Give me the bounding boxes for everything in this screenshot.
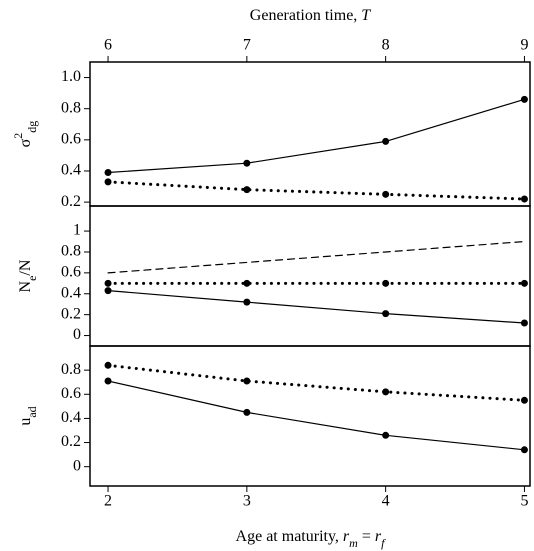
label-part: e: [25, 276, 39, 281]
bottom-tick-label: 4: [382, 493, 390, 510]
label-part: 2: [11, 133, 25, 139]
point: [520, 446, 528, 454]
y-tick-label: 1: [73, 222, 81, 239]
y-tick-label: 0.4: [61, 162, 81, 179]
top-tick-label: 8: [382, 37, 390, 54]
point: [104, 287, 112, 295]
label-part: σ: [17, 138, 34, 147]
label-part: =: [358, 528, 375, 545]
label-part: r: [343, 528, 350, 545]
bottom-tick-label: 5: [520, 493, 528, 510]
label-part: dg: [25, 121, 39, 133]
point: [382, 137, 390, 145]
y-tick-label: 0.8: [61, 243, 81, 260]
series-line: [107, 240, 526, 274]
point: [382, 190, 390, 198]
y-tick-label: 0.6: [61, 385, 81, 402]
point: [104, 169, 112, 177]
y-tick-label: 0: [73, 457, 81, 474]
point: [104, 178, 112, 186]
y-axis-title: uad: [17, 406, 39, 425]
y-tick-label: 0.6: [61, 131, 81, 148]
point: [382, 279, 390, 287]
bottom-tick-label: 3: [243, 493, 251, 510]
y-tick-label: 0.2: [61, 193, 81, 210]
point: [382, 431, 390, 439]
point: [243, 298, 251, 306]
point: [382, 310, 390, 318]
label-part: Generation time,: [250, 7, 362, 24]
point: [104, 377, 112, 385]
panel-frame: [89, 61, 531, 207]
y-tick-label: 0.4: [61, 409, 81, 426]
point: [243, 377, 251, 385]
point: [243, 186, 251, 194]
panel-frame: [89, 345, 531, 487]
y-tick-label: 0.2: [61, 305, 81, 322]
y-tick-label: 0: [73, 326, 81, 343]
y-tick-label: 0.8: [61, 361, 81, 378]
series-line: [106, 363, 526, 402]
point: [104, 279, 112, 287]
y-axis-title: σ2dg: [11, 121, 39, 148]
top-axis-title: Generation time, T: [250, 7, 372, 24]
point: [243, 159, 251, 167]
x-axis-title: Age at maturity, rm = rf: [236, 528, 387, 550]
label-part: u: [17, 418, 34, 426]
label-part: r: [375, 528, 382, 545]
top-tick-label: 7: [243, 37, 251, 54]
label-part: N: [17, 280, 34, 292]
series-line: [107, 380, 526, 451]
label-part: T: [361, 7, 371, 24]
point: [243, 279, 251, 287]
point: [520, 195, 528, 203]
point: [243, 408, 251, 416]
bottom-tick-label: 2: [104, 493, 112, 510]
panel-frame: [89, 205, 531, 347]
point: [520, 95, 528, 103]
y-tick-label: 0.4: [61, 284, 81, 301]
label-part: m: [349, 536, 358, 550]
y-tick-label: 1.0: [61, 68, 81, 85]
point: [520, 396, 528, 404]
label-part: f: [381, 536, 386, 550]
label-part: /N: [17, 259, 34, 275]
top-tick-label: 6: [104, 37, 112, 54]
y-tick-label: 0.2: [61, 433, 81, 450]
point: [520, 319, 528, 327]
point: [104, 361, 112, 369]
label-part: ad: [25, 406, 39, 417]
top-tick-label: 9: [520, 37, 528, 54]
point: [382, 388, 390, 396]
point: [520, 279, 528, 287]
y-tick-label: 0.6: [61, 264, 81, 281]
series-line: [106, 180, 526, 201]
label-part: Age at maturity,: [236, 528, 343, 545]
y-tick-label: 0.8: [61, 99, 81, 116]
series-line: [107, 98, 526, 174]
y-axis-title: Ne/N: [17, 259, 39, 292]
series-line: [107, 290, 526, 324]
